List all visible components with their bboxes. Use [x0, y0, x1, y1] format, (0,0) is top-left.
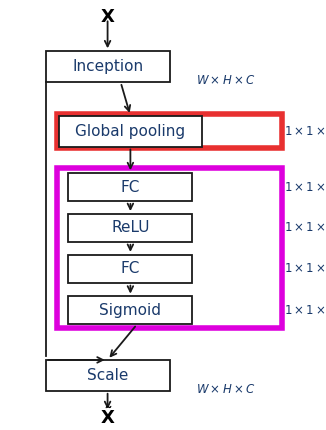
Text: $1\times1\times C$: $1\times1\times C$	[284, 304, 326, 317]
FancyBboxPatch shape	[46, 51, 170, 82]
Text: $W\times H\times C$: $W\times H\times C$	[196, 74, 255, 87]
Text: Inception: Inception	[72, 59, 143, 74]
FancyBboxPatch shape	[46, 360, 170, 391]
FancyBboxPatch shape	[68, 214, 192, 242]
Text: $1\times1\times C$: $1\times1\times C$	[284, 262, 326, 275]
Text: Global pooling: Global pooling	[75, 124, 185, 138]
FancyBboxPatch shape	[59, 116, 202, 147]
Text: $\mathbf{X}$: $\mathbf{X}$	[100, 8, 115, 26]
Text: ReLU: ReLU	[111, 221, 150, 235]
FancyBboxPatch shape	[68, 255, 192, 283]
Text: $1\times1\times\frac{C}{r}$: $1\times1\times\frac{C}{r}$	[284, 177, 326, 197]
Text: Sigmoid: Sigmoid	[99, 303, 161, 318]
FancyBboxPatch shape	[68, 173, 192, 201]
Text: $W\times H\times C$: $W\times H\times C$	[196, 383, 255, 396]
Text: $\tilde{\mathbf{X}}$: $\tilde{\mathbf{X}}$	[100, 406, 115, 428]
Text: FC: FC	[121, 261, 140, 276]
Text: $1\times1\times C$: $1\times1\times C$	[284, 125, 326, 138]
Text: Scale: Scale	[87, 368, 128, 383]
Text: $1\times1\times\frac{C}{r}$: $1\times1\times\frac{C}{r}$	[284, 218, 326, 238]
Text: FC: FC	[121, 180, 140, 194]
FancyBboxPatch shape	[68, 297, 192, 324]
